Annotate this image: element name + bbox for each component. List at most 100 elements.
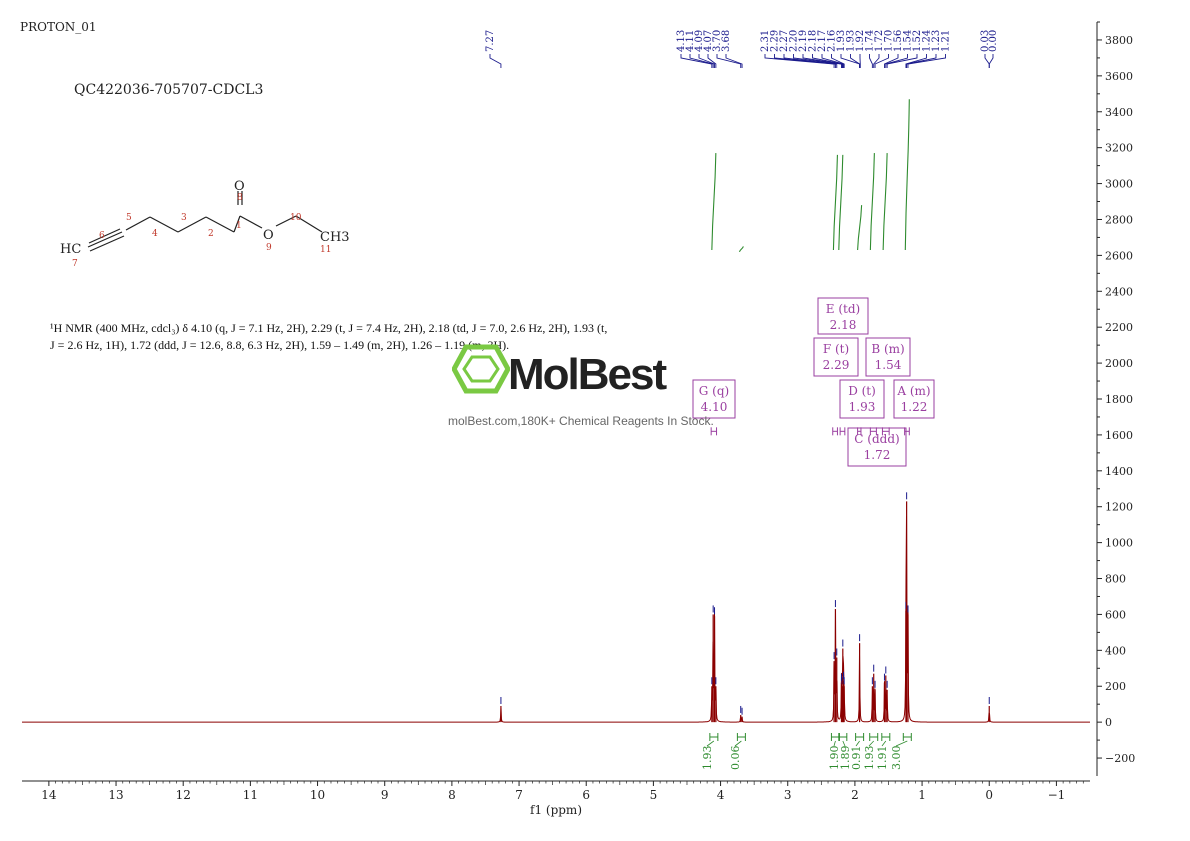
integral-curve (711, 153, 717, 251)
x-tick-label: −1 (1048, 788, 1066, 802)
peak-label-g3: 2.29 (770, 30, 781, 52)
peak-leader (874, 54, 889, 68)
peak-label-g3: 1.54 (903, 30, 914, 52)
atom-hc7: HC (60, 242, 81, 257)
peak-leader (725, 54, 743, 68)
peak-label-lines: 7.27 4.134.114.094.073.703.68 2.312.292.27… (485, 30, 999, 68)
spectrum-trace (22, 492, 1090, 723)
multiplet-box (865, 337, 911, 377)
integral-leader (706, 740, 715, 747)
peak-leader (698, 54, 715, 68)
peak-leader (489, 54, 502, 68)
peak-label-g3: 1.56 (893, 30, 904, 52)
y-tick-label: 200 (1105, 680, 1126, 693)
atom-o8: O (234, 179, 245, 194)
multiplet-id: B (m) (871, 342, 904, 356)
integral-curve (869, 153, 875, 251)
integral-curve (882, 153, 888, 251)
atom-num-2: 2 (208, 229, 214, 239)
atom-num-4: 4 (152, 229, 158, 239)
integral-value: 3.00 (890, 746, 903, 771)
peak-label-g2: 4.09 (694, 30, 705, 52)
atom-num-6: 6 (99, 231, 105, 241)
y-tick-label: 2000 (1105, 357, 1133, 370)
integral-value: 0.06 (729, 746, 742, 771)
integral-curves (711, 99, 910, 253)
x-tick-label: 12 (176, 788, 191, 802)
x-tick-label: 14 (41, 788, 57, 802)
atom-o8-num: 8 (237, 193, 243, 203)
y-tick-label: 1800 (1105, 393, 1133, 406)
multiplet-shift: 2.18 (830, 318, 857, 332)
peak-leader (831, 54, 845, 68)
multiplet-id: E (td) (826, 302, 860, 316)
multiplet-shift: 1.93 (849, 400, 876, 414)
x-axis-label: f1 (ppm) (530, 803, 582, 817)
x-tick-label: 9 (381, 788, 389, 802)
y-tick-label: 3800 (1105, 34, 1133, 47)
y-tick-label: −200 (1105, 752, 1135, 765)
peak-leader (905, 54, 927, 68)
multiplet-box (692, 379, 736, 419)
multiplet-id: A (m) (896, 384, 930, 398)
y-tick-label: 600 (1105, 608, 1126, 621)
multiplet-id: G (q) (699, 384, 729, 398)
peak-leader (984, 54, 990, 68)
multiplet-boxes: E (td) 2.18 F (t) 2.29 B (m) 1.54 G (q) 4.10 D (… (692, 297, 935, 467)
peak-leader (821, 54, 844, 68)
peak-leader (802, 54, 843, 68)
x-tick-label: 10 (310, 788, 325, 802)
peak-leader (680, 54, 713, 68)
multiplet-shift: 1.22 (901, 400, 928, 414)
y-tick-label: 800 (1105, 573, 1126, 586)
multiplet-shift: 1.72 (864, 448, 891, 462)
peak-label-g3: 2.16 (827, 30, 838, 52)
x-tick-label: 1 (918, 788, 926, 802)
y-tick-label: 2600 (1105, 249, 1133, 262)
y-tick-label: 3400 (1105, 106, 1133, 119)
spectrum-line (22, 516, 1090, 723)
peak-label-g3: 1.24 (922, 30, 933, 52)
peak-label-g3: 1.70 (884, 30, 895, 52)
multiplet-box (817, 297, 869, 335)
experiment-title: PROTON_01 (20, 20, 97, 34)
y-tick-label: 400 (1105, 644, 1126, 657)
multiplet-box (813, 337, 859, 377)
peak-leader (689, 54, 714, 68)
x-tick-label: 6 (582, 788, 590, 802)
peak-label-g2: 4.11 (685, 30, 696, 52)
integral-leader (895, 740, 908, 747)
atom-num-3: 3 (181, 213, 187, 223)
peak-label-g2: 4.13 (676, 30, 687, 52)
y-axis: −200 0 200 400 600 800 1000 1200 1400 1600 1800 200… (1096, 21, 1135, 776)
peak-leader (783, 54, 838, 68)
peak-label-g3: 1.93 (836, 30, 847, 52)
atom-num-10: 10 (290, 213, 302, 223)
integral-curve (857, 205, 863, 251)
sample-label: QC422036-705707-CDCL3 (74, 82, 264, 98)
peak-leader (988, 54, 994, 68)
x-tick-label: 7 (515, 788, 523, 802)
peak-label-g3: 1.23 (931, 30, 942, 52)
integral-value: 1.93 (701, 746, 714, 771)
multiplet-box (847, 427, 907, 467)
atom-num-1: 1 (236, 221, 242, 231)
multiplet-id: C (ddd) (854, 432, 899, 446)
integral-value: 1.93 (863, 746, 876, 771)
integral-leader (833, 740, 836, 747)
molbest-logo-icon (452, 344, 510, 394)
y-tick-label: 1600 (1105, 429, 1133, 442)
atom-hc7-num: 7 (72, 259, 78, 269)
peak-label-g3: 1.74 (865, 30, 876, 52)
peak-leader (884, 54, 899, 68)
peak-leader (764, 54, 835, 68)
integral-value: 0.91 (850, 746, 863, 771)
peak-leader (707, 54, 717, 68)
atom-ch3-num: 11 (320, 245, 331, 255)
peak-label-g4: 0.00 (988, 30, 999, 52)
multiplet-box (893, 379, 935, 419)
peak-leader (873, 54, 880, 68)
x-tick-label: 5 (650, 788, 658, 802)
integral-leader (868, 740, 875, 747)
